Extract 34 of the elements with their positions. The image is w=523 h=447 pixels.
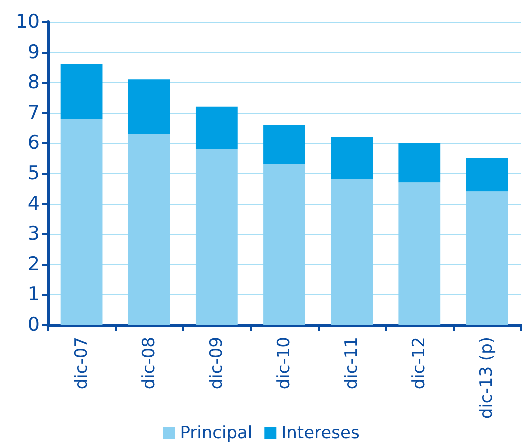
y-tick-label: 8 [28,72,40,94]
bar [331,137,374,180]
legend-label: Principal [180,424,253,444]
x-tick-label: dic-08 [139,337,160,390]
y-tick-label: 7 [28,102,40,124]
x-tick-label: dic-07 [72,337,92,390]
bar [331,180,374,325]
bar [196,106,238,150]
x-tick-label: dic-12 [410,337,430,390]
bar [128,80,170,134]
y-tick-label: 3 [28,223,40,246]
y-tick-label: 4 [28,192,40,215]
bar [398,143,441,183]
y-tick-label: 10 [16,11,40,33]
bar [128,134,170,325]
bar [398,182,441,325]
bar [466,192,508,325]
y-tick-label: 6 [28,132,40,154]
y-tick-label: 0 [28,314,40,336]
x-tick-label: dic-11 [342,337,362,390]
y-tick-label: 5 [28,162,40,184]
y-tick-label: 2 [28,253,40,276]
legend-label: Intereses [282,424,360,444]
y-tick-label: 1 [28,284,40,306]
bar [264,164,306,325]
bar [196,149,238,325]
x-tick-label: dic-13 (p) [477,337,498,420]
x-tick-label: dic-09 [206,337,227,390]
bar [466,158,508,192]
bar [60,64,103,119]
bar [264,125,306,164]
x-tick-label: dic-10 [274,337,294,390]
y-tick-label: 9 [28,41,40,64]
bar [60,118,103,325]
